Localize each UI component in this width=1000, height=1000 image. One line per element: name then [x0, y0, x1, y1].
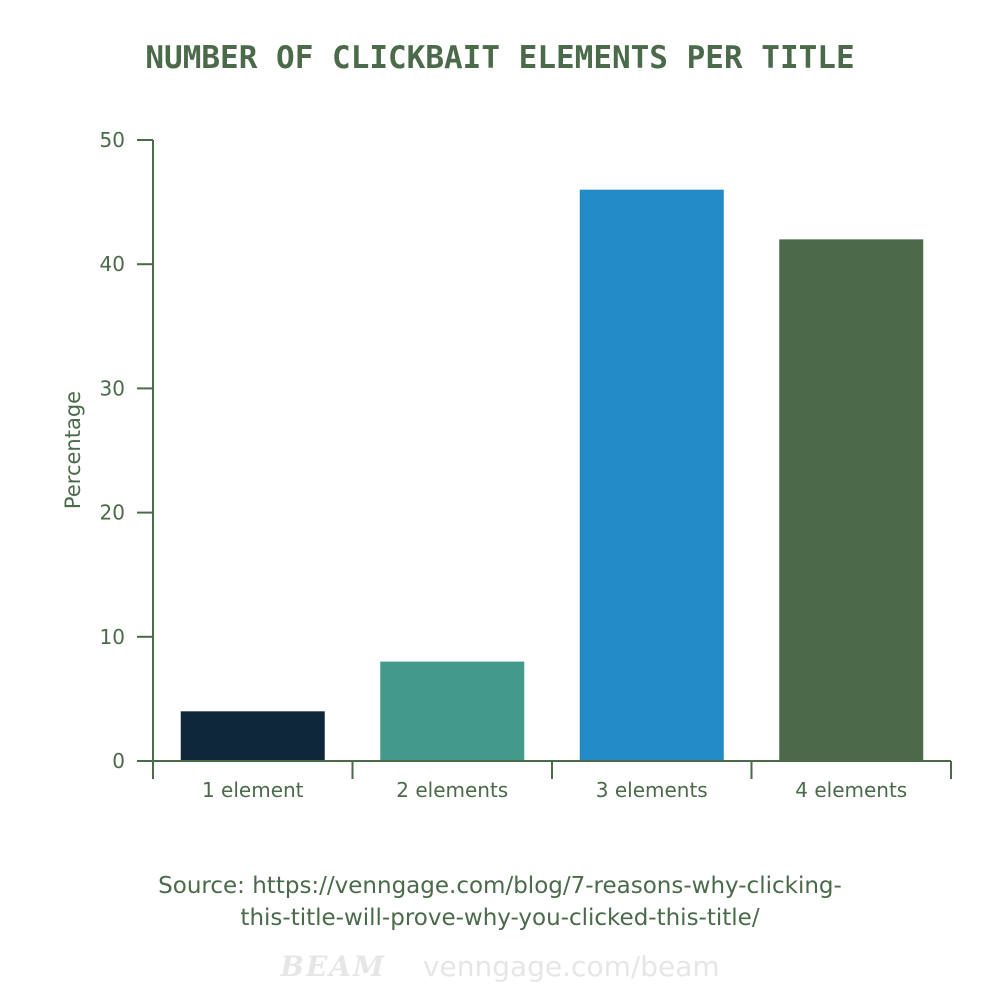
watermark-brand: BEAM — [280, 950, 387, 983]
watermark: BEAM venngage.com/beam — [0, 950, 1000, 983]
source-line-1: Source: https://venngage.com/blog/7-reas… — [158, 873, 842, 899]
x-tick-label-1: 1 element — [202, 778, 304, 802]
x-tick-label-3: 3 elements — [596, 778, 708, 802]
y-tick-label-50: 50 — [100, 128, 125, 152]
x-tick-label-2: 2 elements — [396, 778, 508, 802]
y-axis-title: Percentage — [61, 391, 85, 509]
y-tick-label-10: 10 — [100, 625, 125, 649]
source-line-2: this-title-will-prove-why-you-clicked-th… — [240, 905, 760, 931]
bar-3 — [579, 189, 724, 761]
y-tick-label-30: 30 — [100, 376, 125, 400]
bar-4 — [779, 239, 924, 762]
bar-2 — [380, 661, 525, 761]
chart-title: NUMBER OF CLICKBAIT ELEMENTS PER TITLE — [145, 40, 855, 76]
y-tick-label-40: 40 — [100, 252, 125, 276]
y-tick-label-20: 20 — [100, 501, 125, 525]
x-tick-label-4: 4 elements — [795, 778, 907, 802]
source-citation: Source: https://venngage.com/blog/7-reas… — [0, 870, 1000, 934]
watermark-site: venngage.com/beam — [422, 950, 720, 983]
y-tick-label-0: 0 — [112, 749, 125, 773]
bar-1 — [180, 711, 325, 761]
